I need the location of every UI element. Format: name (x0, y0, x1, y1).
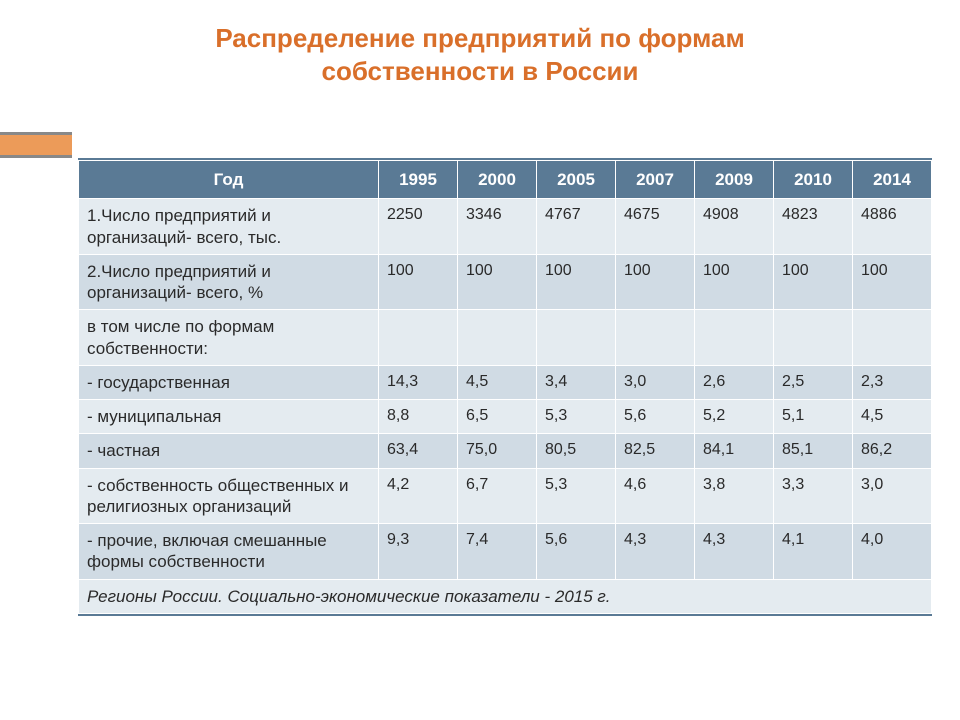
row-label: в том числе по формам собственности: (79, 310, 379, 366)
row-label: 2.Число предприятий и организаций- всего… (79, 254, 379, 310)
cell-value: 84,1 (695, 434, 774, 468)
cell-value: 4767 (537, 199, 616, 255)
slide-title: Распределение предприятий по формам собс… (0, 0, 960, 97)
cell-value: 5,3 (537, 468, 616, 524)
cell-value: 5,2 (695, 400, 774, 434)
cell-value (616, 310, 695, 366)
cell-value: 4,6 (616, 468, 695, 524)
table-row: 1.Число предприятий и организаций- всего… (79, 199, 932, 255)
header-year: 2005 (537, 161, 616, 199)
cell-value: 82,5 (616, 434, 695, 468)
cell-value: 3,0 (616, 365, 695, 399)
row-label: - собственность общественных и религиозн… (79, 468, 379, 524)
cell-value: 100 (853, 254, 932, 310)
cell-value: 6,5 (458, 400, 537, 434)
cell-value: 4886 (853, 199, 932, 255)
cell-value: 3,0 (853, 468, 932, 524)
cell-value: 5,3 (537, 400, 616, 434)
cell-value: 9,3 (379, 524, 458, 580)
cell-value (853, 310, 932, 366)
cell-value: 2,3 (853, 365, 932, 399)
cell-value: 4,3 (616, 524, 695, 580)
table-footer: Регионы России. Социально-экономические … (79, 579, 932, 613)
table-row: - прочие, включая смешанные формы собств… (79, 524, 932, 580)
table-body: 1.Число предприятий и организаций- всего… (79, 199, 932, 614)
cell-value: 6,7 (458, 468, 537, 524)
cell-value: 100 (458, 254, 537, 310)
header-label: Год (79, 161, 379, 199)
data-table: Год 1995 2000 2005 2007 2009 2010 2014 1… (78, 160, 932, 614)
header-year: 2007 (616, 161, 695, 199)
cell-value: 2,5 (774, 365, 853, 399)
cell-value: 63,4 (379, 434, 458, 468)
cell-value (458, 310, 537, 366)
cell-value: 3,3 (774, 468, 853, 524)
cell-value: 85,1 (774, 434, 853, 468)
cell-value: 7,4 (458, 524, 537, 580)
cell-value: 8,8 (379, 400, 458, 434)
cell-value: 3,8 (695, 468, 774, 524)
cell-value: 5,1 (774, 400, 853, 434)
header-year: 2014 (853, 161, 932, 199)
cell-value (695, 310, 774, 366)
cell-value: 4,2 (379, 468, 458, 524)
cell-value: 5,6 (616, 400, 695, 434)
row-label: - государственная (79, 365, 379, 399)
cell-value: 80,5 (537, 434, 616, 468)
table-header: Год 1995 2000 2005 2007 2009 2010 2014 (79, 161, 932, 199)
cell-value: 4,3 (695, 524, 774, 580)
header-year: 1995 (379, 161, 458, 199)
table-row: - собственность общественных и религиозн… (79, 468, 932, 524)
cell-value: 86,2 (853, 434, 932, 468)
cell-value: 100 (774, 254, 853, 310)
cell-value (774, 310, 853, 366)
cell-value: 4,1 (774, 524, 853, 580)
row-label: 1.Число предприятий и организаций- всего… (79, 199, 379, 255)
table-row: в том числе по формам собственности: (79, 310, 932, 366)
header-year: 2009 (695, 161, 774, 199)
cell-value: 4,0 (853, 524, 932, 580)
table-footer-row: Регионы России. Социально-экономические … (79, 579, 932, 613)
cell-value (537, 310, 616, 366)
cell-value: 4675 (616, 199, 695, 255)
table-row: - государственная14,34,53,43,02,62,52,3 (79, 365, 932, 399)
header-year: 2000 (458, 161, 537, 199)
table-row: 2.Число предприятий и организаций- всего… (79, 254, 932, 310)
data-table-container: Год 1995 2000 2005 2007 2009 2010 2014 1… (78, 158, 932, 616)
cell-value: 100 (695, 254, 774, 310)
cell-value (379, 310, 458, 366)
cell-value: 3346 (458, 199, 537, 255)
table-row: - муниципальная8,86,55,35,65,25,14,5 (79, 400, 932, 434)
cell-value: 75,0 (458, 434, 537, 468)
cell-value: 4823 (774, 199, 853, 255)
title-line-1: Распределение предприятий по формам (215, 23, 744, 53)
cell-value: 100 (379, 254, 458, 310)
row-label: - муниципальная (79, 400, 379, 434)
cell-value: 3,4 (537, 365, 616, 399)
table-row: - частная63,475,080,582,584,185,186,2 (79, 434, 932, 468)
header-year: 2010 (774, 161, 853, 199)
cell-value: 2250 (379, 199, 458, 255)
row-label: - частная (79, 434, 379, 468)
cell-value: 5,6 (537, 524, 616, 580)
row-label: - прочие, включая смешанные формы собств… (79, 524, 379, 580)
cell-value: 4908 (695, 199, 774, 255)
accent-bar (0, 132, 72, 158)
cell-value: 4,5 (458, 365, 537, 399)
cell-value: 100 (537, 254, 616, 310)
cell-value: 100 (616, 254, 695, 310)
cell-value: 2,6 (695, 365, 774, 399)
cell-value: 4,5 (853, 400, 932, 434)
title-line-2: собственности в России (321, 56, 638, 86)
cell-value: 14,3 (379, 365, 458, 399)
